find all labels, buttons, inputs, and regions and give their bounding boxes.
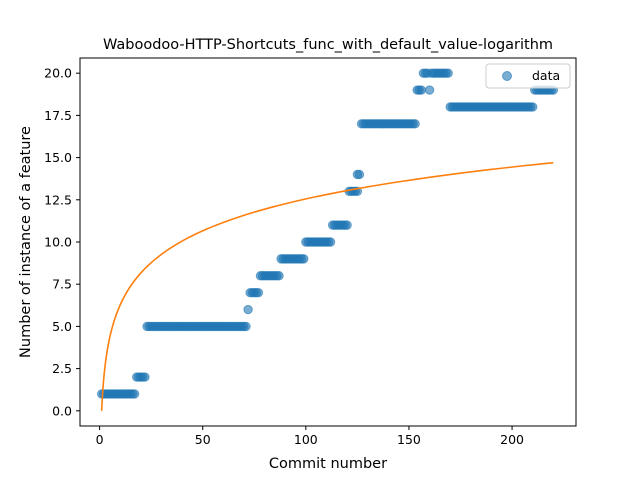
x-tick-label: 200: [500, 432, 524, 447]
x-tick-label: 50: [195, 432, 211, 447]
data-point: [342, 220, 352, 230]
y-tick-label: 20.0: [44, 66, 72, 81]
y-axis-label: Number of instance of a feature: [18, 126, 34, 358]
legend-box: [485, 63, 571, 89]
y-axis: 0.0 2.5 5.0 7.5 10.0 12.5 15.0 17.5 20.0: [44, 66, 80, 418]
y-tick-label: 7.5: [52, 277, 72, 292]
legend: data: [485, 63, 571, 89]
data-point: [140, 372, 150, 382]
data-point: [325, 237, 336, 247]
data-point: [443, 68, 453, 78]
y-tick-label: 0.0: [52, 403, 72, 418]
fit-line-series: [100, 161, 554, 411]
x-axis-label: Commit number: [269, 456, 387, 472]
logarithmic-fit-line: [100, 161, 554, 411]
data-point: [253, 287, 264, 298]
data-point: [274, 271, 284, 281]
data-point: [299, 254, 309, 264]
data-point: [129, 389, 140, 399]
chart-title: Waboodoo-HTTP-Shortcuts_func_with_defaul…: [103, 37, 553, 53]
y-tick-label: 12.5: [44, 192, 72, 207]
y-tick-label: 2.5: [52, 361, 72, 376]
data-point: [416, 85, 427, 95]
y-tick-label: 10.0: [44, 235, 72, 250]
x-tick-label: 150: [397, 432, 421, 447]
y-tick-label: 17.5: [44, 108, 72, 123]
legend-label-data: data: [532, 68, 560, 83]
data-point: [527, 102, 538, 112]
y-tick-label: 5.0: [52, 319, 72, 334]
data-point: [354, 169, 365, 180]
y-tick-label: 15.0: [44, 150, 72, 165]
data-point: [243, 304, 253, 315]
scatter-series-data: [96, 68, 559, 399]
x-tick-label: 100: [294, 432, 318, 447]
data-point: [410, 119, 420, 129]
data-point: [241, 321, 251, 332]
data-point: [424, 85, 435, 95]
x-tick-label: 0: [96, 432, 104, 447]
legend-marker-data: [502, 71, 512, 81]
x-axis: 0 50 100 150 200: [96, 426, 524, 447]
